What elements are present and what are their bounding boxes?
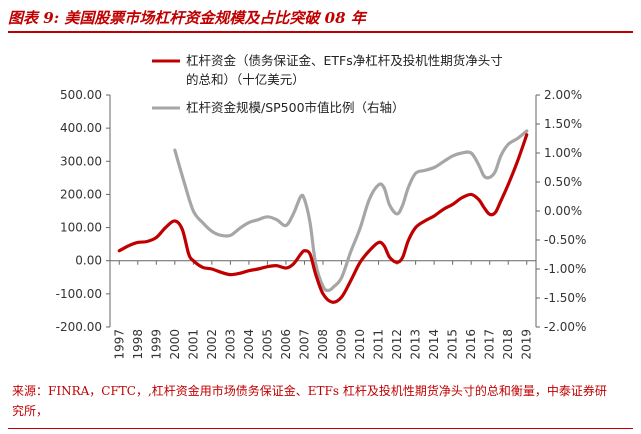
series-line-ratio: [173, 129, 529, 293]
x-tick-label: 2019: [520, 329, 534, 360]
y-right-tick-label: 0.50%: [544, 175, 582, 189]
x-tick-label: 1997: [112, 329, 126, 360]
x-tick-label: 1999: [149, 329, 163, 360]
x-tick-label: 2000: [168, 329, 182, 360]
x-tick-label: 2014: [427, 329, 441, 360]
legend-label-ratio: 杠杆资金规模/SP500市值比例（右轴）: [186, 100, 405, 115]
x-tick-label: 1998: [131, 329, 145, 360]
x-tick-label: 2002: [205, 329, 219, 360]
y-right-tick-label: 2.00%: [544, 88, 582, 102]
y-left-tick-label: -100.00: [56, 287, 102, 301]
chart: -200.00 -100.00 0.00 100.00 200.00 300.00 400.…: [56, 53, 587, 360]
x-tick-label: 2001: [186, 329, 200, 360]
y-right-tick-label: 1.50%: [544, 117, 582, 131]
x-tick-label: 2016: [464, 329, 478, 360]
y-left-tick-label: 0.00: [75, 254, 102, 268]
x-tick-label: 2015: [446, 329, 460, 360]
x-tick-label: 2006: [279, 329, 293, 360]
axes: -200.00 -100.00 0.00 100.00 200.00 300.00 400.…: [56, 88, 587, 360]
title-divider: [8, 31, 633, 33]
x-tick-label: 2008: [316, 329, 330, 360]
y-right-tick-label: -2.00%: [544, 320, 586, 334]
y-right-tick-label: -1.00%: [544, 262, 586, 276]
y-left-tick-label: -200.00: [56, 320, 102, 334]
x-tick-label: 2011: [372, 329, 386, 360]
legend-label-leverage-line2: 的总和）（十亿美元）: [186, 72, 305, 87]
series-line-leverage: [117, 133, 529, 304]
x-tick-label: 2012: [390, 329, 404, 360]
x-tick-label: 2018: [501, 329, 515, 360]
bottom-divider: [8, 428, 633, 429]
x-tick-label: 2005: [260, 329, 274, 360]
y-right-tick-label: -0.50%: [544, 233, 586, 247]
source-note: 来源：FINRA，CFTC，,杠杆资金用市场债务保证金、ETFs 杠杆及投机性期…: [12, 384, 607, 418]
x-tick-label: 2009: [335, 329, 349, 360]
x-tick-label: 2003: [223, 329, 237, 360]
y-right-tick-label: 1.00%: [544, 146, 582, 160]
y-left-tick-label: 200.00: [60, 187, 102, 201]
y-left-tick-label: 500.00: [60, 88, 102, 102]
y-left-tick-label: 300.00: [60, 154, 102, 168]
x-tick-label: 2007: [297, 329, 311, 360]
y-right-tick-label: 0.00%: [544, 204, 582, 218]
series-lines: [117, 129, 529, 304]
x-tick-label: 2017: [483, 329, 497, 360]
legend-label-leverage-line1: 杠杆资金（债务保证金、ETFs净杠杆及投机性期货净头寸: [186, 53, 503, 68]
x-tick-label: 2013: [409, 329, 423, 360]
y-left-tick-label: 400.00: [60, 121, 102, 135]
y-left-tick-label: 100.00: [60, 221, 102, 235]
x-tick-label: 2010: [353, 329, 367, 360]
x-tick-label: 2004: [242, 329, 256, 360]
figure-title: 图表 9: 美国股票市场杠杆资金规模及占比突破 08 年: [8, 9, 366, 27]
y-right-tick-label: -1.50%: [544, 291, 586, 305]
